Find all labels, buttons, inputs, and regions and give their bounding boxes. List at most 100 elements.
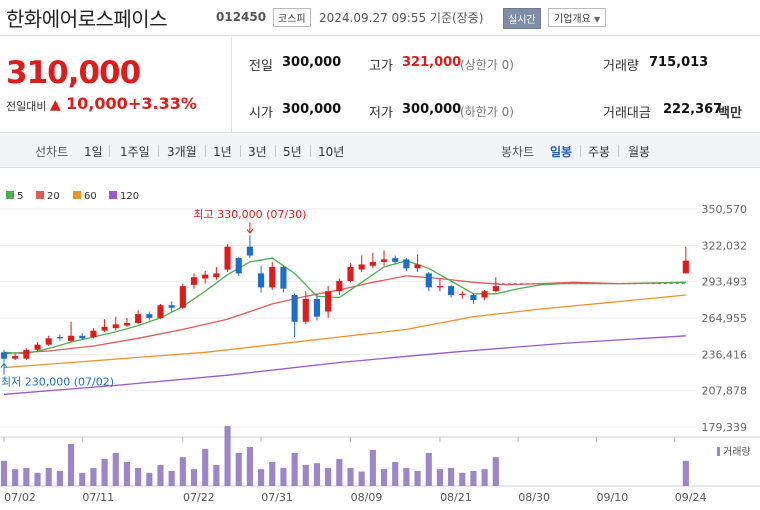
low-annotation: 최저 230,000 (07/02) <box>1 376 114 389</box>
volume-bar <box>157 465 164 486</box>
candle-body <box>101 326 108 331</box>
x-tick-label: 07/31 <box>261 491 293 504</box>
legend-ma5: 5 <box>6 191 23 202</box>
y-tick-label: 236,416 <box>702 348 748 361</box>
volume-bar <box>0 460 8 486</box>
x-tick-label: 07/02 <box>4 491 36 504</box>
tab-separator <box>240 145 241 157</box>
candle-body <box>302 298 309 322</box>
volume-bar <box>202 448 209 486</box>
volume-bar <box>403 468 410 486</box>
tab-1year[interactable]: 1년 <box>213 145 232 159</box>
candle-body <box>56 337 63 339</box>
candle-body <box>358 264 365 270</box>
legend-ma5-label: 5 <box>17 191 24 202</box>
legend-ma20-label: 20 <box>47 191 60 202</box>
tab-separator <box>109 145 110 157</box>
x-tick-label: 08/09 <box>351 491 383 504</box>
candle-chart-label: 봉차트 <box>501 145 535 159</box>
price-change: 10,000 <box>66 94 128 113</box>
candle-body <box>135 314 142 324</box>
open-label: 시가 <box>249 106 273 121</box>
stock-code: 012450 <box>216 10 267 24</box>
tab-daily-candle[interactable]: 일봉 <box>550 145 573 159</box>
prev-close-label: 전일 <box>249 59 273 74</box>
volume-bar <box>34 472 41 486</box>
volume-bar <box>470 471 477 486</box>
x-axis: 07/02 07/11 07/22 07/31 08/09 08/21 08/30 09/10… <box>4 491 706 504</box>
line-chart-label: 선차트 <box>35 145 69 159</box>
candle-body <box>12 356 19 359</box>
tab-separator <box>205 145 206 157</box>
chart-grid <box>0 208 760 487</box>
volume-bar <box>246 447 253 486</box>
volume-bar <box>369 450 376 486</box>
candle-body <box>325 291 332 312</box>
company-overview-button[interactable]: 기업개요 ▼ <box>548 8 607 27</box>
high-label: 고가 <box>369 59 393 74</box>
change-label: 전일대비 <box>6 100 47 113</box>
low-value: 300,000 <box>402 102 462 117</box>
tab-1week[interactable]: 1주일 <box>120 145 150 159</box>
candle-body <box>492 286 499 292</box>
quote-divider <box>231 37 232 133</box>
legend-ma20: 20 <box>36 191 60 202</box>
candle-body <box>425 273 432 288</box>
volume-bar <box>392 462 399 486</box>
moving-average-lines <box>3 257 686 395</box>
volume-bar <box>347 468 354 486</box>
volume-bar <box>448 468 455 486</box>
candles <box>0 235 689 363</box>
y-axis: 350,570 322,032 293,493 264,955 236,416 207,8… <box>702 203 748 434</box>
stock-name: 한화에어로스페이스 <box>6 7 168 31</box>
volume-bar <box>190 469 198 486</box>
volume-legend-swatch <box>717 447 720 456</box>
trade-amount-unit: 백만 <box>718 106 742 121</box>
legend-ma60-label: 60 <box>84 191 97 202</box>
candle-body <box>34 344 41 350</box>
tab-separator <box>618 145 619 157</box>
tab-separator <box>158 145 159 157</box>
upper-limit-count: (상한가 0) <box>460 58 514 72</box>
candle-body <box>414 264 421 269</box>
tab-5year[interactable]: 5년 <box>283 145 302 159</box>
tab-weekly-candle[interactable]: 주봉 <box>588 145 611 159</box>
period-tabs: 선차트 1일 1주일 3개월 1년 3년 5년 10년 봉차트 일봉 주봉 월봉 <box>0 134 760 168</box>
x-tick-label: 08/21 <box>440 491 472 504</box>
x-tick-label: 09/10 <box>597 491 629 504</box>
candle-body <box>45 338 52 345</box>
volume-bar <box>123 462 131 486</box>
candle-body <box>436 286 443 288</box>
candle-body <box>280 267 287 289</box>
volume-bar <box>23 468 30 486</box>
up-triangle-icon: ▲ <box>50 97 61 113</box>
candle-body <box>459 293 466 296</box>
volume-bar <box>459 472 466 486</box>
volume-bar <box>313 463 321 486</box>
tab-3month[interactable]: 3개월 <box>167 145 197 159</box>
tab-3year[interactable]: 3년 <box>248 145 267 159</box>
candle-body <box>23 349 30 359</box>
volume-bar <box>425 453 432 486</box>
tab-1day[interactable]: 1일 <box>84 145 103 159</box>
chart-annotations: 최고 330,000 (07/30) 최저 230,000 (07/02) <box>0 208 306 389</box>
high-annotation: 최고 330,000 (07/30) <box>193 208 306 221</box>
candle-body <box>246 246 253 256</box>
volume-bar <box>45 468 52 486</box>
quote-timestamp: 2024.09.27 09:55 기준(장중) <box>319 11 484 25</box>
legend-ma120-label: 120 <box>120 191 140 202</box>
x-tick-label: 08/30 <box>518 491 550 504</box>
volume-bar <box>302 465 309 486</box>
volume-label: 거래량 <box>603 59 639 74</box>
company-overview-label: 기업개요 <box>554 14 591 25</box>
stock-header: 한화에어로스페이스 012450 코스피 2024.09.27 09:55 기준… <box>0 0 760 36</box>
tab-monthly-candle[interactable]: 월봉 <box>628 145 651 159</box>
volume-bar <box>269 462 276 486</box>
volume-bar <box>682 460 689 486</box>
low-arrow-head <box>0 362 8 368</box>
candle-body <box>313 298 321 317</box>
tab-10year[interactable]: 10년 <box>318 145 345 159</box>
candle-body <box>179 286 186 308</box>
y-tick-label: 350,570 <box>702 203 748 216</box>
realtime-button[interactable]: 실시간 <box>503 8 541 29</box>
